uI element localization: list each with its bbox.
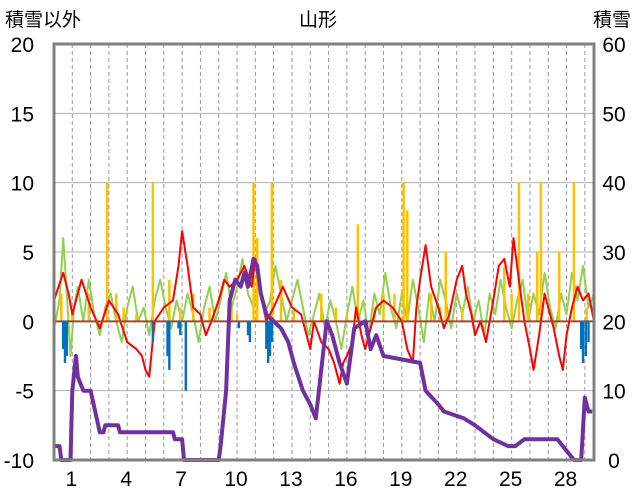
bar-temp_change [587,321,590,343]
x-tick-label: 16 [334,468,357,491]
right-tick-label: 40 [602,173,625,196]
bar-temp_change [151,321,155,343]
right-tick-label: 20 [602,311,625,334]
left-tick-label: 20 [11,34,34,57]
bar-temp_change [177,321,180,329]
x-axis-ticks: 1 4 7 10 13 16 19 22 25 28 [65,468,577,491]
right-tick-label: 10 [602,381,625,404]
right-tick-label: 30 [602,242,625,265]
bar-temp_change [63,321,67,363]
bar-temp_change [166,321,169,356]
right-tick-label: 60 [602,34,625,57]
plot-area [53,182,595,462]
right-axis-ticks: 60 50 40 30 20 10 0 [602,34,625,473]
left-axis-ticks: 20 15 10 5 0 -5 -10 [4,34,34,473]
left-tick-label: -10 [4,450,34,473]
right-tick-label: 0 [608,450,620,473]
left-tick-label: 15 [11,103,34,126]
bar-temp_change [179,321,182,336]
left-tick-label: 0 [22,311,34,334]
left-tick-label: 5 [22,242,34,265]
bar-temp_change [266,321,270,363]
right-axis-label: 積雪 [593,9,631,31]
left-tick-label: 10 [11,173,34,196]
x-tick-label: 10 [224,468,247,491]
x-tick-label: 28 [554,468,577,491]
plot-frame [52,42,596,462]
bar-temp_change [581,321,585,363]
x-tick-label: 7 [175,468,187,491]
x-tick-label: 19 [389,468,412,491]
series-snow_depth [54,256,593,462]
series-precipitation [60,182,588,322]
bar-temp_change [65,321,69,356]
bar-temp_change [61,321,65,350]
bar-temp_change [265,321,268,350]
bar-temp_change [268,321,272,356]
bar-temp_change [237,321,241,329]
bar-temp_change [246,321,250,336]
x-tick-label: 22 [444,468,467,491]
chart-title: 山形 [299,9,337,31]
left-tick-label: -5 [15,381,34,404]
bar-temp_change [584,321,587,356]
bar-temp_change [168,321,171,370]
x-tick-label: 25 [499,468,522,491]
bar-temp_change [184,321,187,391]
bar-temp_change [579,321,583,350]
bar-temp_change [248,321,252,343]
series-wind [53,237,595,357]
series-line-wind [53,237,595,357]
x-tick-label: 4 [120,468,132,491]
series-temp_change [61,321,590,391]
right-tick-label: 50 [602,103,625,126]
x-tick-label: 13 [279,468,302,491]
left-axis-label: 積雪以外 [5,9,81,31]
bar-temp_change [270,321,274,343]
x-tick-label: 1 [65,468,77,491]
series-line-snow_depth [54,256,593,462]
